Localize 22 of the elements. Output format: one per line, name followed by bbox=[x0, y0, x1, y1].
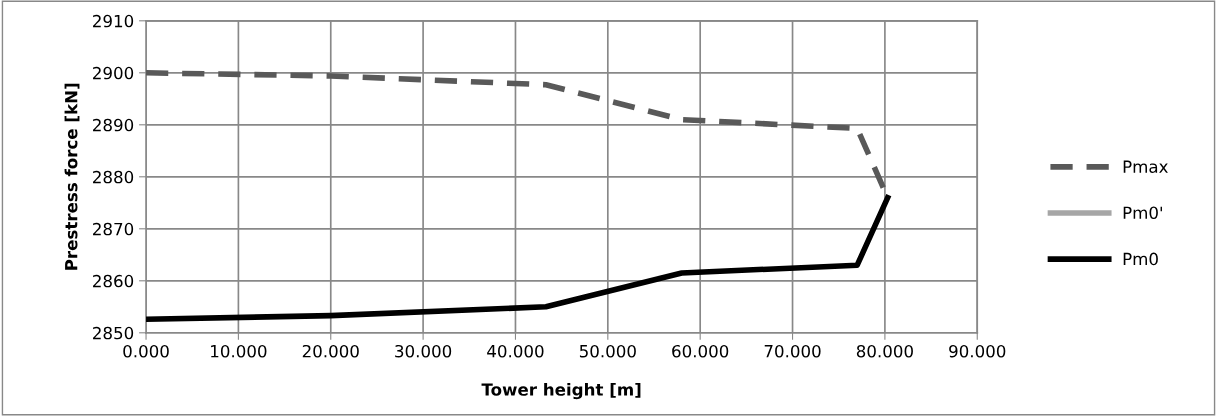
legend-label: Pmax bbox=[1123, 160, 1168, 173]
y-tick-label: 2850 bbox=[93, 326, 134, 340]
x-tick-label: 60.000 bbox=[672, 344, 729, 358]
x-tick-label: 70.000 bbox=[764, 344, 821, 358]
legend-label: Pm0 bbox=[1123, 252, 1158, 266]
x-tick-label: 50.000 bbox=[579, 344, 636, 358]
y-tick-label: 2900 bbox=[93, 66, 134, 80]
y-tick-label: 2860 bbox=[93, 274, 134, 288]
x-tick-label: 40.000 bbox=[487, 344, 544, 358]
y-tick-label: 2890 bbox=[93, 118, 134, 132]
y-tick-label: 2910 bbox=[93, 14, 134, 28]
y-axis-title: Prestress force [kN] bbox=[64, 83, 80, 270]
y-tick-label: 2880 bbox=[93, 170, 134, 184]
legend-label: Pm0' bbox=[1123, 206, 1162, 220]
x-tick-label: 10.000 bbox=[211, 344, 267, 358]
x-axis-title: Tower height [m] bbox=[481, 382, 641, 400]
x-tick-label: 90.000 bbox=[949, 344, 1006, 358]
y-tick-label: 2870 bbox=[93, 222, 134, 236]
x-tick-label: 80.000 bbox=[856, 344, 913, 358]
x-tick-label: 20.000 bbox=[302, 344, 359, 358]
x-tick-label: 0.000 bbox=[123, 344, 169, 358]
x-tick-label: 30.000 bbox=[395, 344, 452, 358]
